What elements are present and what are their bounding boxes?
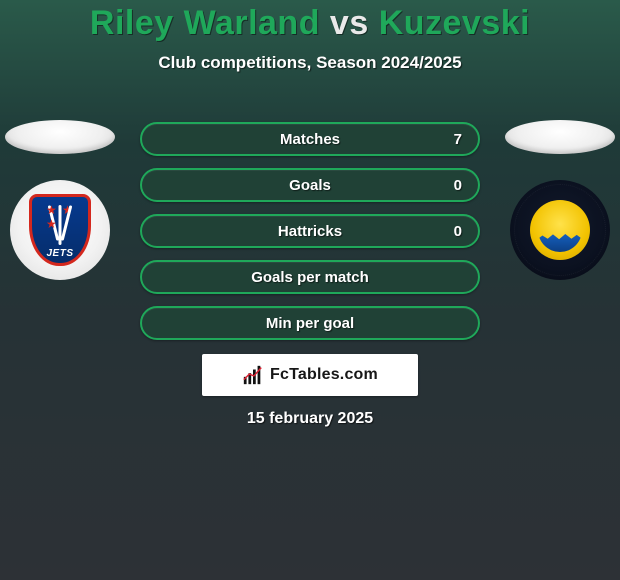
stat-row: Min per goal — [140, 306, 480, 340]
stat-right-value: 0 — [454, 216, 462, 246]
left-club-crest-text: JETS — [46, 248, 73, 259]
stat-label: Goals per match — [142, 262, 478, 292]
brand-text: FcTables.com — [270, 366, 378, 384]
stat-row: Matches7 — [140, 122, 480, 156]
stat-label: Goals — [142, 170, 478, 200]
right-club-badge — [510, 180, 610, 280]
stat-right-value: 7 — [454, 124, 462, 154]
left-player-column: ★ ★ ★ JETS — [0, 120, 120, 280]
comparison-title: Riley Warland vs Kuzevski — [0, 0, 620, 43]
left-player-placeholder — [5, 120, 115, 154]
bars-icon — [242, 364, 264, 386]
left-club-crest: ★ ★ ★ JETS — [29, 194, 91, 266]
right-club-crest — [530, 200, 590, 260]
stat-row: Goals per match — [140, 260, 480, 294]
stat-label: Hattricks — [142, 216, 478, 246]
vs-label: vs — [330, 4, 369, 42]
player2-name: Kuzevski — [379, 4, 530, 42]
player1-name: Riley Warland — [90, 4, 320, 42]
stats-panel: Matches7Goals0Hattricks0Goals per matchM… — [140, 122, 480, 340]
stat-label: Matches — [142, 124, 478, 154]
stat-right-value: 0 — [454, 170, 462, 200]
brand-watermark: FcTables.com — [202, 354, 418, 396]
right-player-placeholder — [505, 120, 615, 154]
stat-label: Min per goal — [142, 308, 478, 338]
date-label: 15 february 2025 — [0, 410, 620, 428]
right-player-column — [500, 120, 620, 280]
left-club-badge: ★ ★ ★ JETS — [10, 180, 110, 280]
subtitle: Club competitions, Season 2024/2025 — [0, 53, 620, 73]
stat-row: Hattricks0 — [140, 214, 480, 248]
stat-row: Goals0 — [140, 168, 480, 202]
